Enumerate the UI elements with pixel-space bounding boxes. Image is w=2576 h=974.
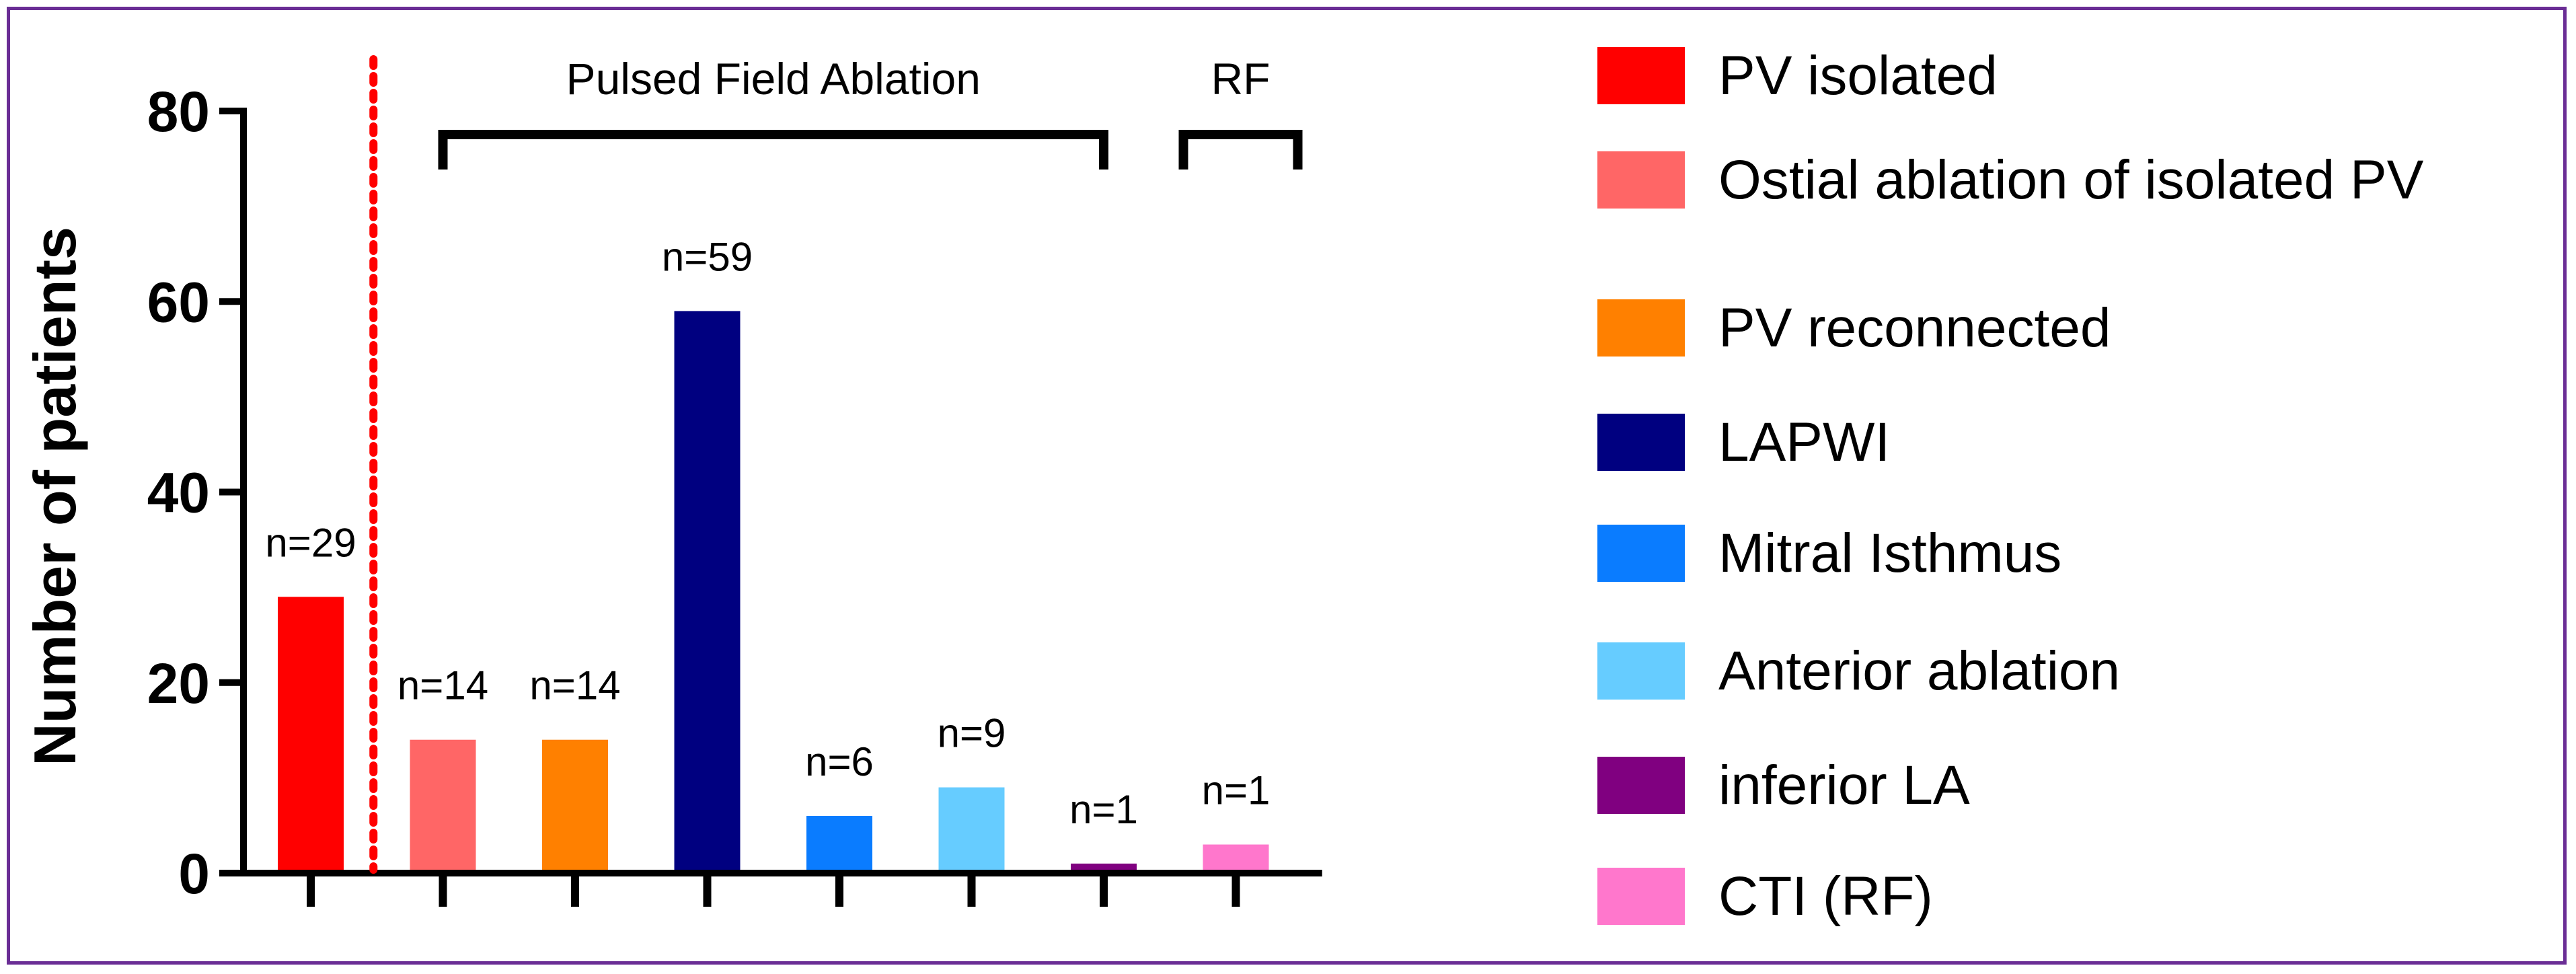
legend: PV isolated Ostial ablation of isolated P…: [1597, 45, 2424, 927]
legend-swatch: [1597, 414, 1685, 471]
bracket-0: [438, 130, 1108, 170]
legend-swatch: [1597, 299, 1685, 357]
legend-label: Anterior ablation: [1718, 640, 2120, 702]
bar-inferior-la: [1071, 863, 1137, 870]
legend-swatch: [1597, 47, 1685, 104]
data-labels: n=29 n=14 n=14 n=59 n=6 n=9 n=1 n=1: [265, 234, 1270, 831]
y-tick-label: 60: [147, 270, 210, 334]
data-label: n=9: [938, 711, 1006, 756]
legend-label: inferior LA: [1718, 755, 1970, 816]
legend-swatch: [1597, 868, 1685, 925]
bar-cti-rf-: [1203, 844, 1269, 870]
legend-label: PV reconnected: [1718, 297, 2111, 359]
bar-mitral-isthmus: [806, 816, 872, 870]
y-tick-label: 20: [147, 652, 210, 715]
group-brackets: Pulsed Field Ablation RF: [438, 54, 1303, 170]
y-tick-label: 40: [147, 461, 210, 525]
legend-label: CTI (RF): [1718, 866, 1933, 927]
bar-ostial-ablation-of-isolated-pv: [410, 739, 476, 870]
data-label: n=29: [265, 520, 356, 565]
y-tick-label: 0: [178, 842, 210, 905]
legend-label: LAPWI: [1718, 412, 1890, 473]
data-label: n=14: [397, 663, 488, 708]
bracket-label: Pulsed Field Ablation: [566, 54, 981, 104]
bar-pv-isolated: [278, 597, 344, 870]
y-axis-title: Number of patients: [22, 227, 88, 766]
bracket-1: [1178, 130, 1303, 170]
bracket-label: RF: [1211, 54, 1271, 104]
axes: 0 20 40 60 80: [147, 80, 1322, 907]
legend-label: Ostial ablation of isolated PV: [1718, 149, 2424, 211]
data-label: n=1: [1069, 787, 1138, 832]
y-tick-label: 80: [147, 80, 210, 143]
legend-swatch: [1597, 151, 1685, 209]
legend-swatch: [1597, 525, 1685, 582]
bar-pv-reconnected: [542, 739, 608, 870]
bar-anterior-ablation: [938, 787, 1005, 870]
legend-label: PV isolated: [1718, 45, 1998, 106]
data-label: n=59: [662, 234, 753, 279]
legend-label: Mitral Isthmus: [1718, 523, 2061, 584]
data-label: n=14: [529, 663, 620, 708]
bar-lapwi: [674, 311, 741, 870]
bars: [278, 311, 1269, 870]
legend-swatch: [1597, 642, 1685, 700]
data-label: n=6: [805, 739, 874, 784]
legend-swatch: [1597, 757, 1685, 814]
data-label: n=1: [1202, 768, 1271, 813]
